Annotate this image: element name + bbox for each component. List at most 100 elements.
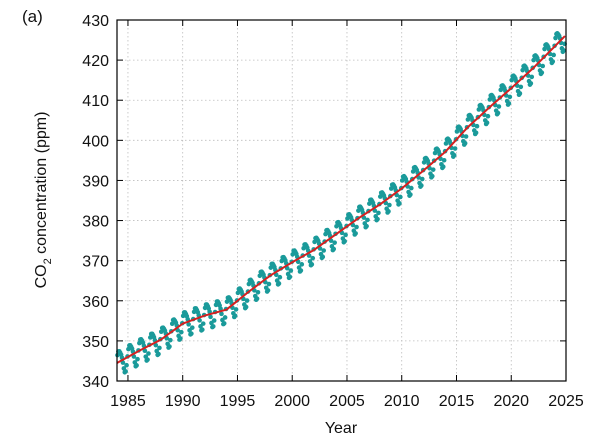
monthly-point (232, 313, 238, 319)
monthly-point (365, 217, 370, 223)
x-tick-label: 2025 (548, 393, 584, 410)
monthly-point (210, 324, 216, 329)
monthly-point (463, 134, 469, 139)
x-axis-title: Year (325, 420, 358, 437)
monthly-point (221, 321, 227, 326)
monthly-point (123, 369, 128, 374)
monthly-point (474, 123, 480, 129)
monthly-point (243, 304, 249, 310)
monthly-point (134, 363, 139, 368)
monthly-point (342, 238, 347, 244)
monthly-point (518, 84, 524, 90)
x-tick-label: 2000 (274, 393, 310, 410)
x-tick-label: 2010 (384, 393, 420, 410)
monthly-point (528, 81, 534, 86)
monthly-point (254, 296, 260, 301)
monthly-point (265, 288, 271, 293)
monthly-point (398, 194, 403, 200)
monthly-point (539, 70, 545, 75)
x-tick-label: 2020 (493, 393, 529, 410)
y-tick-label: 370 (82, 254, 109, 271)
monthly-point (156, 351, 161, 357)
monthly-point (266, 281, 272, 287)
x-axis-ticks: 1985 1990 1995 2000 2005 2010 2015 2020 2025 (110, 20, 584, 410)
monthly-point (485, 113, 491, 119)
monthly-point (408, 192, 413, 197)
monthly-point (233, 307, 239, 312)
monthly-point (529, 74, 535, 80)
y-axis-title-subscript: 2 (42, 258, 54, 264)
monthly-point (465, 117, 471, 122)
monthly-point (517, 91, 523, 96)
monthly-point (531, 57, 536, 63)
monthly-point (189, 331, 194, 336)
monthly-point (540, 63, 546, 69)
x-tick-label: 2015 (439, 393, 475, 410)
panel-label: (a) (22, 7, 43, 26)
monthly-point (410, 169, 416, 174)
monthly-point (441, 157, 447, 163)
monthly-point (409, 185, 414, 191)
monthly-point (244, 298, 250, 303)
monthly-point (158, 329, 164, 335)
monthly-point (551, 52, 556, 58)
monthly-point (189, 325, 195, 330)
monthly-point (397, 201, 402, 206)
monthly-point (257, 273, 263, 279)
monthly-point (224, 299, 230, 304)
monthly-point (287, 274, 293, 280)
plot-frame (116, 19, 567, 382)
monthly-point (135, 356, 140, 362)
monthly-point (167, 344, 172, 349)
monthly-point (200, 327, 205, 332)
monthly-point (334, 223, 339, 229)
monthly-point (399, 178, 405, 183)
grid-lines (117, 19, 567, 382)
monthly-point (168, 337, 173, 343)
monthly-point (542, 46, 547, 52)
monthly-point (200, 321, 206, 326)
monthly-point (451, 152, 457, 158)
monthly-point (169, 321, 175, 327)
monthly-point (421, 160, 427, 165)
monthly-point (345, 216, 350, 221)
monthly-point (386, 209, 391, 214)
monthly-point (332, 240, 337, 245)
monthly-point (142, 348, 148, 354)
monthly-point (375, 216, 380, 222)
monthly-point (388, 186, 394, 191)
monthly-point (506, 101, 512, 106)
monthly-point (509, 77, 515, 83)
monthly-point (222, 315, 228, 320)
monthly-point (310, 255, 316, 261)
monthly-point (208, 314, 213, 320)
y-axis-title-main: CO (33, 264, 50, 288)
y-axis-ticks: 340 350 360 370 380 390 400 410 420 430 (82, 13, 566, 391)
monthly-point (219, 311, 224, 317)
monthly-point (452, 146, 458, 151)
y-tick-label: 390 (82, 173, 109, 190)
y-tick-label: 380 (82, 214, 109, 231)
monthly-point (454, 129, 460, 134)
monthly-point (246, 281, 252, 287)
monthly-point (443, 141, 449, 146)
trend-line (116, 35, 566, 364)
monthly-point (276, 281, 282, 286)
x-tick-label: 1995 (220, 393, 256, 410)
monthly-point (145, 357, 150, 362)
monthly-point (364, 223, 369, 229)
monthly-point (277, 274, 283, 280)
x-tick-label: 2005 (329, 393, 365, 410)
trend-series (116, 35, 566, 364)
x-tick-label: 1990 (165, 393, 201, 410)
monthly-point (495, 110, 501, 116)
monthly-point (211, 318, 217, 323)
monthly-point (331, 246, 337, 252)
x-tick-label: 1985 (110, 393, 146, 410)
monthly-point (235, 290, 241, 296)
monthly-point (430, 173, 435, 179)
monthly-point (377, 194, 383, 199)
monthly-point (354, 224, 359, 230)
monthly-point (430, 167, 436, 172)
monthly-point (288, 268, 294, 273)
